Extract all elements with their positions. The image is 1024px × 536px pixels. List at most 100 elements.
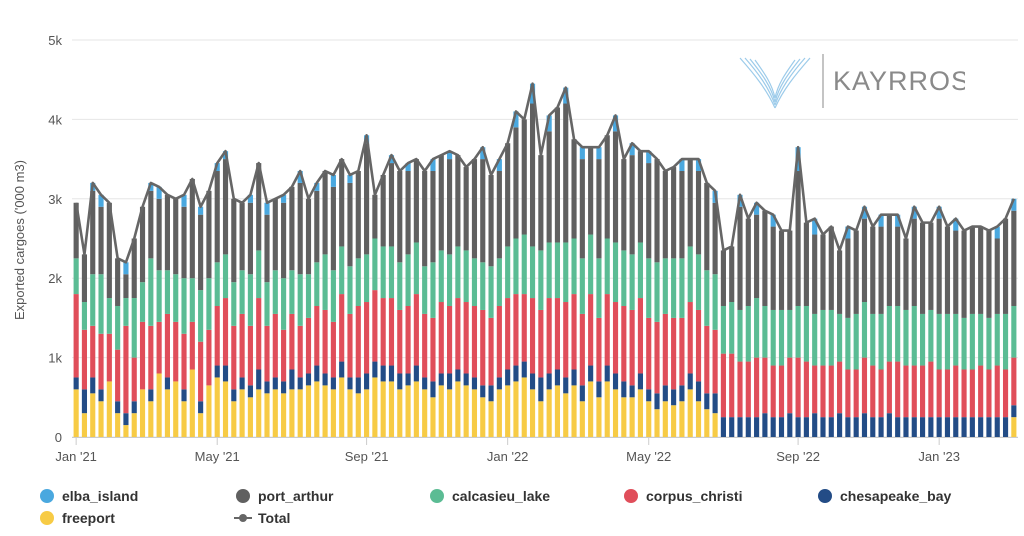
bar-segment-calcasieu-lake[interactable] — [978, 313, 984, 366]
bar-segment-calcasieu-lake[interactable] — [762, 305, 768, 358]
bar-segment-corpus-christi[interactable] — [671, 317, 677, 390]
bar-segment-chesapeake-bay[interactable] — [289, 369, 295, 390]
bar-segment-corpus-christi[interactable] — [928, 361, 934, 418]
bar-segment-freeport[interactable] — [571, 385, 577, 437]
bar-segment-calcasieu-lake[interactable] — [181, 278, 187, 334]
bar-segment-chesapeake-bay[interactable] — [679, 385, 685, 402]
bar-segment-port-arthur[interactable] — [654, 159, 660, 263]
bar-segment-corpus-christi[interactable] — [496, 305, 502, 378]
bar-segment-port-arthur[interactable] — [754, 214, 760, 299]
bar-segment-chesapeake-bay[interactable] — [978, 417, 984, 437]
bar-segment-calcasieu-lake[interactable] — [861, 302, 868, 358]
bar-segment-calcasieu-lake[interactable] — [148, 258, 154, 326]
bar-segment-port-arthur[interactable] — [139, 206, 146, 283]
bar-segment-calcasieu-lake[interactable] — [256, 250, 262, 299]
bar-segment-chesapeake-bay[interactable] — [778, 417, 785, 437]
bar-segment-port-arthur[interactable] — [554, 107, 561, 243]
bar-segment-freeport[interactable] — [364, 389, 370, 437]
bar-segment-elba-island[interactable] — [911, 206, 917, 219]
bar-segment-chesapeake-bay[interactable] — [463, 373, 469, 386]
bar-segment-chesapeake-bay[interactable] — [554, 369, 561, 386]
bar-segment-elba-island[interactable] — [297, 171, 303, 183]
bar-segment-calcasieu-lake[interactable] — [214, 262, 220, 306]
bar-segment-corpus-christi[interactable] — [695, 309, 702, 382]
bar-segment-calcasieu-lake[interactable] — [106, 298, 112, 334]
bar-segment-freeport[interactable] — [554, 385, 561, 437]
bar-segment-corpus-christi[interactable] — [604, 294, 610, 366]
bar-segment-elba-island[interactable] — [612, 115, 619, 132]
bar-segment-port-arthur[interactable] — [1002, 218, 1009, 314]
bar-segment-freeport[interactable] — [289, 389, 295, 437]
bar-segment-corpus-christi[interactable] — [720, 353, 726, 418]
bar-segment-port-arthur[interactable] — [463, 167, 469, 251]
bar-segment-port-arthur[interactable] — [886, 214, 892, 306]
bar-segment-elba-island[interactable] — [156, 186, 162, 199]
bar-segment-chesapeake-bay[interactable] — [1002, 417, 1009, 437]
bar-segment-corpus-christi[interactable] — [214, 305, 220, 366]
bar-segment-chesapeake-bay[interactable] — [455, 369, 461, 382]
bar-segment-chesapeake-bay[interactable] — [123, 413, 129, 426]
bar-segment-port-arthur[interactable] — [388, 163, 395, 247]
bar-segment-corpus-christi[interactable] — [795, 357, 801, 418]
bar-segment-calcasieu-lake[interactable] — [961, 317, 967, 370]
bar-segment-corpus-christi[interactable] — [554, 298, 561, 370]
bar-segment-corpus-christi[interactable] — [978, 365, 984, 418]
bar-segment-port-arthur[interactable] — [438, 155, 444, 251]
bar-segment-calcasieu-lake[interactable] — [546, 242, 552, 299]
bar-segment-freeport[interactable] — [222, 381, 229, 437]
bar-segment-port-arthur[interactable] — [364, 143, 370, 255]
bar-segment-freeport[interactable] — [123, 425, 129, 437]
bar-segment-port-arthur[interactable] — [720, 250, 726, 306]
bar-segment-port-arthur[interactable] — [579, 159, 585, 259]
bar-segment-chesapeake-bay[interactable] — [131, 401, 137, 414]
bar-segment-freeport[interactable] — [405, 385, 411, 437]
bar-segment-calcasieu-lake[interactable] — [554, 242, 561, 299]
bar-segment-freeport[interactable] — [139, 389, 146, 437]
bar-segment-elba-island[interactable] — [247, 194, 253, 203]
bar-segment-corpus-christi[interactable] — [239, 313, 245, 378]
bar-segment-corpus-christi[interactable] — [729, 353, 735, 418]
bar-segment-chesapeake-bay[interactable] — [1011, 405, 1017, 418]
bar-segment-calcasieu-lake[interactable] — [281, 278, 287, 330]
bar-segment-port-arthur[interactable] — [944, 226, 951, 314]
bar-segment-corpus-christi[interactable] — [571, 294, 577, 370]
bar-segment-calcasieu-lake[interactable] — [405, 254, 411, 306]
bar-segment-calcasieu-lake[interactable] — [845, 317, 851, 370]
legend-item-corpus-christi[interactable]: corpus_christi — [624, 488, 742, 504]
bar-segment-elba-island[interactable] — [405, 163, 411, 172]
bar-segment-port-arthur[interactable] — [687, 159, 693, 247]
bar-segment-corpus-christi[interactable] — [770, 365, 776, 418]
bar-segment-chesapeake-bay[interactable] — [73, 377, 79, 390]
bar-segment-elba-island[interactable] — [695, 159, 702, 172]
bar-segment-chesapeake-bay[interactable] — [687, 373, 693, 390]
bar-segment-port-arthur[interactable] — [206, 190, 212, 279]
bar-segment-corpus-christi[interactable] — [438, 302, 444, 374]
bar-segment-calcasieu-lake[interactable] — [463, 250, 469, 303]
bar-segment-port-arthur[interactable] — [513, 127, 519, 239]
bar-segment-calcasieu-lake[interactable] — [330, 270, 336, 322]
bar-segment-port-arthur[interactable] — [289, 186, 295, 271]
bar-segment-chesapeake-bay[interactable] — [264, 381, 270, 394]
bar-segment-chesapeake-bay[interactable] — [654, 393, 660, 410]
bar-segment-freeport[interactable] — [214, 377, 220, 437]
bar-segment-chesapeake-bay[interactable] — [936, 417, 942, 437]
bar-segment-calcasieu-lake[interactable] — [953, 313, 959, 366]
bar-segment-chesapeake-bay[interactable] — [471, 377, 478, 390]
bar-segment-corpus-christi[interactable] — [173, 321, 179, 382]
bar-segment-calcasieu-lake[interactable] — [397, 262, 403, 310]
bar-segment-freeport[interactable] — [372, 377, 378, 437]
bar-segment-corpus-christi[interactable] — [123, 325, 129, 414]
bar-segment-calcasieu-lake[interactable] — [496, 258, 502, 306]
bar-segment-calcasieu-lake[interactable] — [98, 274, 104, 334]
bar-segment-corpus-christi[interactable] — [364, 302, 370, 374]
bar-segment-calcasieu-lake[interactable] — [81, 302, 88, 330]
bar-segment-freeport[interactable] — [380, 381, 386, 437]
bar-segment-freeport[interactable] — [430, 397, 436, 437]
bar-segment-port-arthur[interactable] — [621, 159, 627, 251]
bar-segment-calcasieu-lake[interactable] — [588, 234, 594, 295]
bar-segment-freeport[interactable] — [496, 389, 502, 437]
bar-segment-port-arthur[interactable] — [447, 159, 453, 255]
bar-segment-calcasieu-lake[interactable] — [538, 250, 544, 310]
bar-segment-calcasieu-lake[interactable] — [828, 309, 834, 366]
bar-segment-port-arthur[interactable] — [405, 171, 411, 255]
